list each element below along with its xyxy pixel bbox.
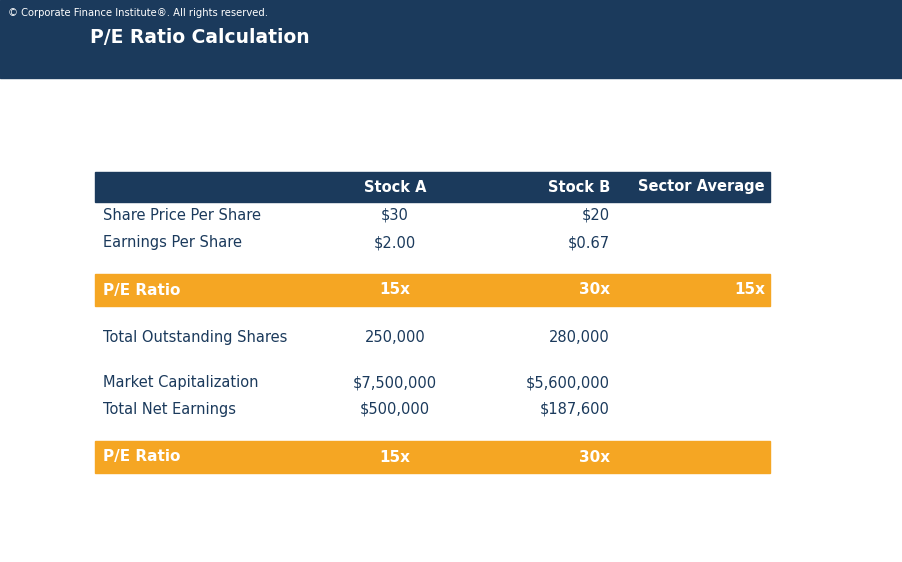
Text: $7,500,000: $7,500,000 [353, 375, 437, 390]
Text: 15x: 15x [380, 283, 410, 297]
Text: Stock A: Stock A [364, 179, 427, 194]
Text: P/E Ratio Calculation: P/E Ratio Calculation [90, 28, 309, 47]
Bar [95, 172, 770, 202]
Text: 30x: 30x [579, 450, 610, 465]
Text: $5,600,000: $5,600,000 [526, 375, 610, 390]
Text: Share Price Per Share: Share Price Per Share [103, 208, 261, 223]
Text: 250,000: 250,000 [364, 330, 426, 345]
Text: 15x: 15x [734, 283, 765, 297]
Text: $187,600: $187,600 [540, 402, 610, 417]
Text: Stock B: Stock B [548, 179, 610, 194]
Text: $30: $30 [381, 208, 409, 223]
Text: © Corporate Finance Institute®. All rights reserved.: © Corporate Finance Institute®. All righ… [8, 8, 268, 18]
Text: 15x: 15x [380, 450, 410, 465]
Text: Total Outstanding Shares: Total Outstanding Shares [103, 330, 288, 345]
Text: 280,000: 280,000 [549, 330, 610, 345]
Text: $2.00: $2.00 [373, 235, 416, 250]
Bar [0, 0, 902, 78]
Text: P/E Ratio: P/E Ratio [103, 450, 180, 465]
Text: Total Net Earnings: Total Net Earnings [103, 402, 236, 417]
Text: $500,000: $500,000 [360, 402, 430, 417]
Text: P/E Ratio: P/E Ratio [103, 283, 180, 297]
Bar [95, 441, 770, 473]
Text: Earnings Per Share: Earnings Per Share [103, 235, 242, 250]
Text: Market Capitalization: Market Capitalization [103, 375, 259, 390]
Text: 30x: 30x [579, 283, 610, 297]
Bar [95, 274, 770, 306]
Text: Sector Average: Sector Average [639, 179, 765, 194]
Text: $0.67: $0.67 [568, 235, 610, 250]
Text: $20: $20 [582, 208, 610, 223]
